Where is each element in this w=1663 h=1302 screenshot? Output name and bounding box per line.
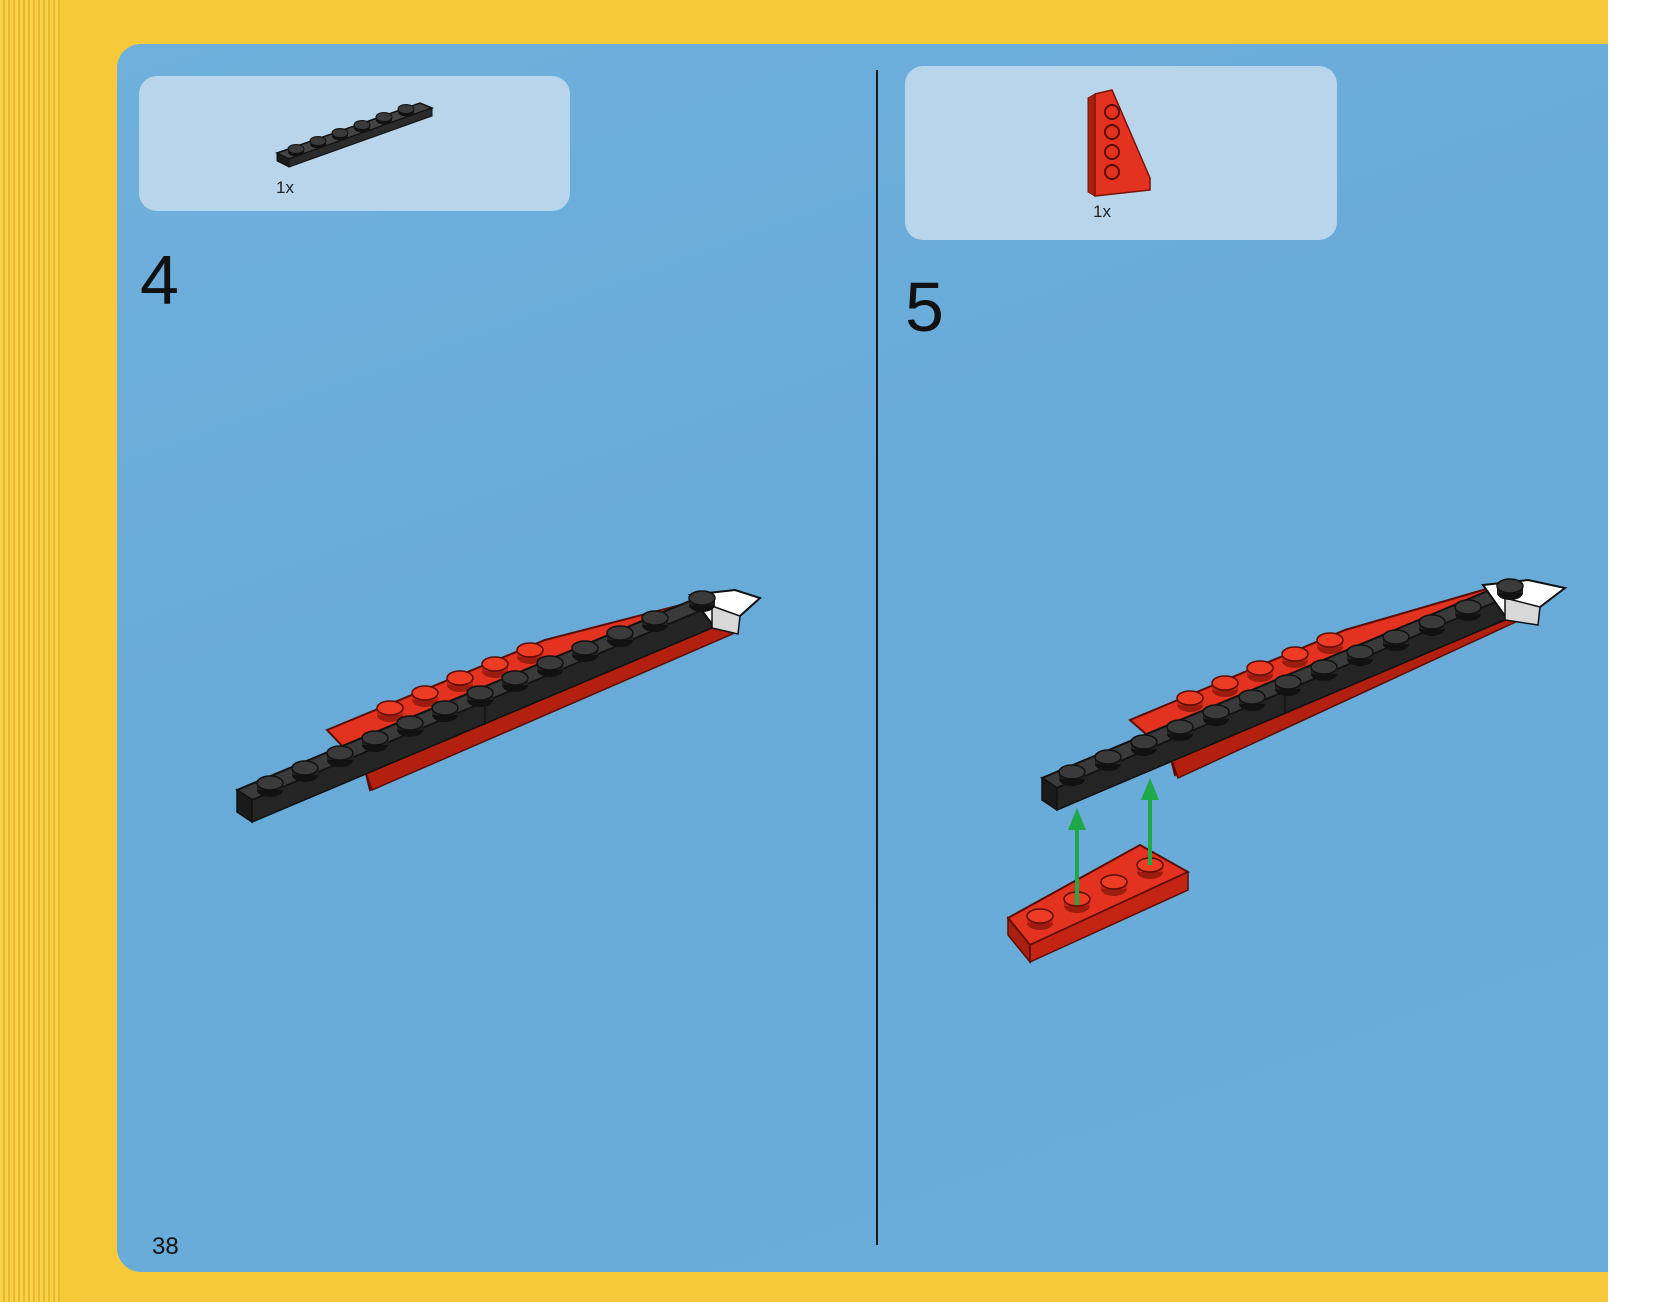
fuselage-with-wing-icon xyxy=(1039,578,1568,812)
page-number: 38 xyxy=(152,1233,179,1260)
step-5-part-quantity: 1x xyxy=(1093,202,1111,221)
black-plate-1x6-icon xyxy=(275,102,435,168)
fuselage-assembly-icon xyxy=(234,588,762,824)
green-up-arrow-icon xyxy=(1068,778,1159,905)
step-4-part-quantity: 1x xyxy=(276,178,294,197)
loose-wing-plate-icon xyxy=(1006,843,1191,965)
red-wing-plate-icon xyxy=(1087,89,1151,197)
step-divider xyxy=(876,70,878,1245)
booklet-page-edges xyxy=(0,0,60,1302)
scan-margin xyxy=(1608,0,1663,1302)
step-4-number: 4 xyxy=(140,241,179,319)
step-5-number: 5 xyxy=(905,268,944,346)
